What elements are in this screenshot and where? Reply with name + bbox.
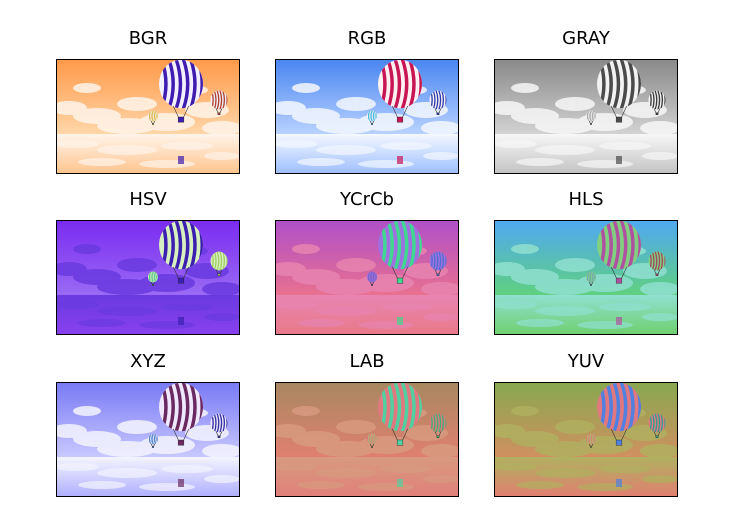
panel-title: BGR [128, 28, 168, 49]
clouds [495, 244, 677, 296]
large-balloon [159, 221, 203, 284]
basket-reflection [397, 479, 403, 487]
balloon-image [56, 59, 240, 174]
panel-title: YUV [567, 351, 605, 372]
reflection-clouds [276, 463, 458, 491]
large-balloon [378, 60, 422, 123]
reflection-clouds [57, 140, 239, 168]
panel-title: HLS [568, 189, 604, 210]
balloon-image [275, 59, 459, 174]
panel-title: GRAY [562, 28, 610, 49]
balloon-image [56, 220, 240, 335]
panel-title: XYZ [130, 351, 166, 372]
panel-title: RGB [347, 28, 387, 49]
balloon-image [494, 382, 678, 497]
large-balloon [597, 60, 641, 123]
balloon-image [494, 220, 678, 335]
basket-reflection [178, 317, 184, 325]
tiny-balloon [148, 271, 158, 286]
tiny-balloon [367, 110, 377, 125]
reflection-clouds [57, 301, 239, 329]
small-balloon [210, 90, 228, 115]
balloon-image [494, 59, 678, 174]
balloon-image [275, 382, 459, 497]
panel-title: LAB [349, 351, 385, 372]
basket-reflection [178, 479, 184, 487]
tiny-balloon [586, 110, 596, 125]
basket-reflection [178, 156, 184, 164]
reflection-clouds [495, 140, 677, 168]
panel-title: HSV [129, 189, 167, 210]
tiny-balloon [367, 433, 377, 448]
basket-reflection [616, 479, 622, 487]
balloon-image [275, 220, 459, 335]
panel-title: YCrCb [340, 189, 394, 210]
basket-reflection [397, 317, 403, 325]
basket-reflection [397, 156, 403, 164]
reflection-clouds [57, 463, 239, 491]
clouds [57, 406, 239, 458]
basket-reflection [616, 156, 622, 164]
basket-reflection [616, 317, 622, 325]
balloon-image [56, 382, 240, 497]
